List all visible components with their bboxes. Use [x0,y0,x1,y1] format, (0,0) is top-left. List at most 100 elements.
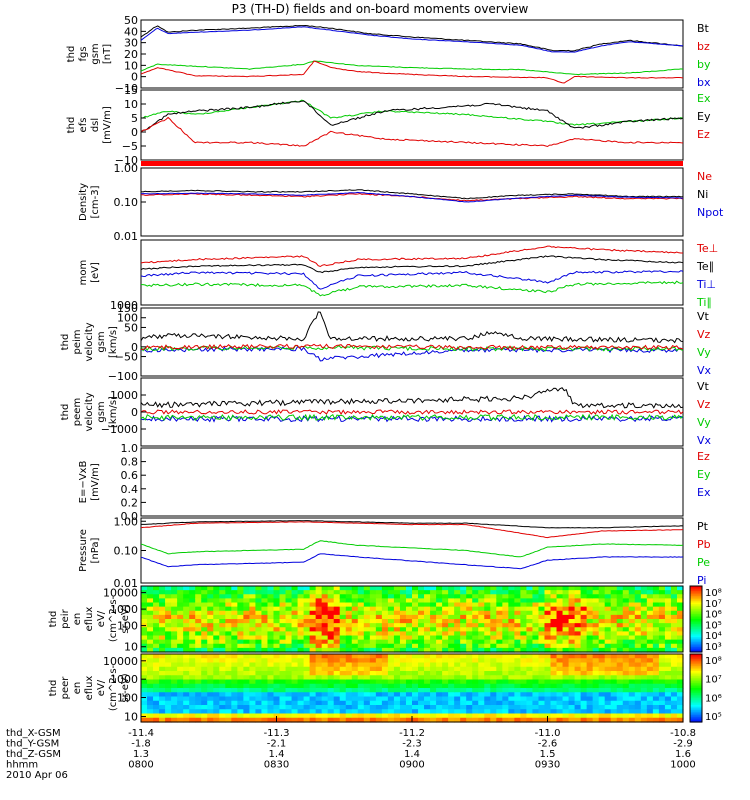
spectrogram-cell [285,623,293,628]
spectrogram-cell [249,586,257,591]
spectrogram-cell [225,692,232,698]
spectrogram-cell [502,602,509,608]
spectrogram-cell [652,590,660,595]
spectrogram-cell [333,619,341,624]
colorbar-cell [690,643,702,646]
spectrogram-cell [490,692,497,698]
spectrogram-cell [351,692,359,698]
spectrogram-cell [514,705,521,710]
spectrogram-cell [339,602,347,608]
spectrogram-cell [586,692,594,698]
spectrogram-cell [249,639,257,645]
spectrogram-cell [255,666,263,672]
spectrogram-cell [676,666,684,672]
spectrogram-cell [658,594,666,599]
spectrogram-cell [321,717,329,723]
spectrogram-cell [442,610,449,616]
spectrogram-cell [430,602,437,608]
spectrogram-cell [291,654,299,659]
spectrogram-cell [141,679,148,685]
spectrogram-cell [418,696,425,702]
spectrogram-cell [442,709,449,715]
series-line-Pi [140,553,684,570]
spectrogram-cell [405,717,413,723]
spectrogram-cell [405,709,413,715]
spectrogram-cell [484,606,491,612]
spectrogram-cell [363,635,371,641]
spectrogram-cell [339,614,347,620]
spectrogram-cell [165,614,172,620]
spectrogram-cell [333,647,341,653]
spectrogram-cell [562,643,570,649]
spectrogram-cell [291,683,299,689]
y-axis-label: Pressure [78,529,89,572]
spectrogram-cell [604,635,612,641]
spectrogram-cell [291,696,299,702]
spectrogram-cell [562,666,570,672]
spectrogram-cell [147,658,154,664]
spectrogram-cell [664,627,672,632]
spectrogram-cell [496,692,503,698]
spectrogram-cell [345,692,353,698]
spectrogram-cell [381,688,389,693]
spectrogram-cell [237,614,244,620]
spectrogram-cell [430,647,437,653]
spectrogram-cell [309,639,317,645]
spectrogram-cell [255,623,263,628]
spectrogram-cell [454,610,461,616]
spectrogram-cell [405,662,413,668]
spectrogram-cell [652,683,660,689]
spectrogram-cell [291,590,299,595]
spectrogram-cell [478,688,485,693]
spectrogram-cell [676,594,684,599]
spectrogram-cell [520,671,528,676]
spectrogram-cell [339,623,347,628]
spectrogram-cell [249,635,257,641]
spectrogram-cell [375,709,383,715]
spectrogram-cell [640,688,648,693]
spectrogram-cell [610,666,618,672]
spectrogram-cell [237,688,244,693]
spectrogram-cell [598,614,606,620]
spectrogram-cell [664,586,672,591]
spectrogram-cell [424,696,431,702]
spectrogram-cell [309,683,317,689]
spectrogram-cell [339,647,347,653]
spectrogram-cell [490,643,497,649]
spectrogram-cell [207,675,214,681]
spectrogram-cell [412,606,419,612]
spectrogram-cell [219,688,226,693]
spectrogram-cell [646,679,654,685]
spectrogram-cell [556,688,564,693]
spectrogram-cell [436,594,443,599]
spectrogram-cell [195,696,202,702]
spectrogram-cell [646,635,654,641]
spectrogram-cell [472,675,479,681]
spectrogram-cell [652,709,660,715]
spectrogram-cell [231,586,238,591]
spectrogram-cell [273,643,281,649]
spectrogram-cell [375,635,383,641]
spectrogram-cell [171,627,178,632]
y-tick-label: 0.4 [121,483,139,496]
spectrogram-cell [448,590,455,595]
spectrogram-cell [658,696,666,702]
spectrogram-cell [387,586,395,591]
spectrogram-cell [171,598,178,604]
spectrogram-cell [598,598,606,604]
spectrogram-cell [412,594,419,599]
spectrogram-cell [586,631,594,637]
spectrogram-cell [297,709,305,715]
spectrogram-cell [616,614,624,620]
spectrogram-cell [279,635,287,641]
spectrogram-cell [279,679,287,685]
spectrogram-cell [442,590,449,595]
spectrogram-cell [442,631,449,637]
spectrogram-cell [375,643,383,649]
spectrogram-cell [333,631,341,637]
spectrogram-cell [610,639,618,645]
spectrogram-cell [664,606,672,612]
spectrogram-cell [634,666,642,672]
spectrogram-cell [297,717,305,723]
